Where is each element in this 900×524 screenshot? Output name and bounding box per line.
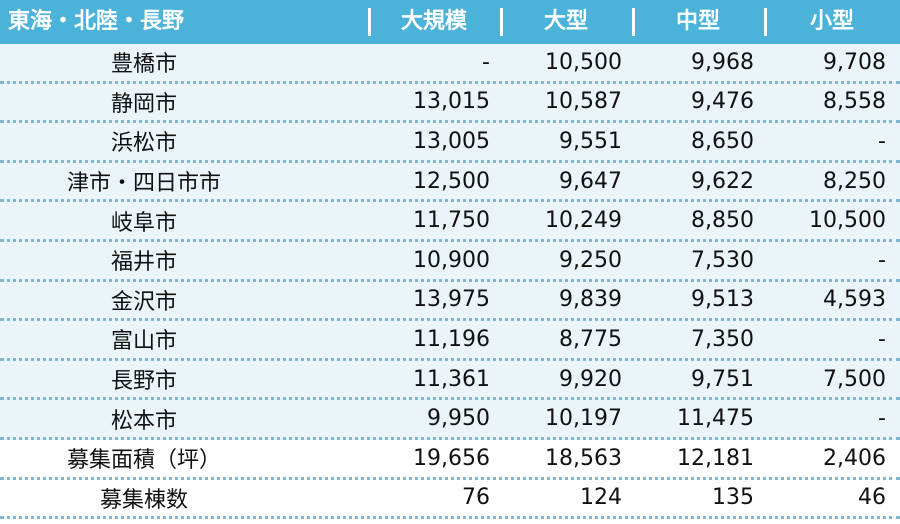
- row-label: 豊橋市: [110, 52, 177, 78]
- cell-small: 2,406: [823, 445, 886, 471]
- cell-large: 9,839: [559, 287, 622, 313]
- cell-medium: 9,513: [691, 287, 754, 313]
- cell-large-scale: 13,005: [413, 128, 490, 154]
- cell-medium: 7,350: [691, 326, 754, 352]
- table-row: 豊橋市 - 10,500 9,968 9,708: [0, 44, 900, 84]
- row-label: 金沢市: [110, 289, 177, 315]
- row-label: 福井市: [110, 250, 177, 276]
- cell-large: 18,563: [545, 445, 622, 471]
- cell-large-scale: 10,900: [413, 247, 490, 273]
- header-col-small: 小型: [764, 0, 900, 44]
- row-label: 岐阜市: [110, 210, 177, 236]
- cell-small: 4,593: [823, 287, 886, 313]
- row-label: 長野市: [110, 369, 177, 395]
- cell-large-scale: 11,196: [413, 326, 490, 352]
- cell-small: 10,500: [809, 208, 886, 234]
- row-label: 静岡市: [110, 91, 177, 117]
- header-col-large: 大型: [500, 0, 632, 44]
- cell-small: -: [878, 326, 886, 352]
- table-row: 金沢市 13,975 9,839 9,513 4,593: [0, 281, 900, 322]
- cell-large: 9,647: [559, 168, 622, 194]
- table-row: 福井市 10,900 9,250 7,530 -: [0, 241, 900, 282]
- cell-large: 10,500: [545, 49, 622, 75]
- cell-large-scale: 11,361: [413, 366, 490, 392]
- cell-large: 10,197: [545, 406, 622, 432]
- table-row: 静岡市 13,015 10,587 9,476 8,558: [0, 83, 900, 124]
- table-row: 松本市 9,950 10,197 11,475 -: [0, 400, 900, 440]
- table-row: 浜松市 13,005 9,551 8,650 -: [0, 123, 900, 163]
- cell-large: 9,551: [559, 128, 622, 154]
- cell-large-scale: 76: [462, 485, 490, 511]
- cell-large: 9,920: [559, 366, 622, 392]
- cell-small: 7,500: [823, 366, 886, 392]
- cell-large-scale: 12,500: [413, 168, 490, 194]
- header-col-medium: 中型: [632, 0, 764, 44]
- table-header: 東海・北陸・長野 大規模 大型 中型 小型: [0, 0, 900, 44]
- cell-small: 9,708: [823, 49, 886, 75]
- table-row: 津市・四日市市 12,500 9,647 9,622 8,250: [0, 162, 900, 203]
- row-label: 松本市: [110, 408, 177, 434]
- cell-large-scale: 9,950: [427, 406, 490, 432]
- cell-medium: 8,650: [691, 128, 754, 154]
- cell-large-scale: 19,656: [413, 445, 490, 471]
- cell-medium: 11,475: [677, 406, 754, 432]
- cell-large: 124: [580, 485, 622, 511]
- cell-medium: 9,968: [691, 49, 754, 75]
- cell-large-scale: 13,975: [413, 287, 490, 313]
- cell-small: 8,558: [823, 89, 886, 115]
- cell-large: 10,587: [545, 89, 622, 115]
- table-body: 豊橋市 - 10,500 9,968 9,708 静岡市 13,015 10,5…: [0, 44, 900, 520]
- cell-small: -: [878, 128, 886, 154]
- table-row-building-count: 募集棟数 76 124 135 46: [0, 479, 900, 520]
- row-label: 募集棟数: [99, 487, 188, 513]
- cell-medium: 9,622: [691, 168, 754, 194]
- table-row: 岐阜市 11,750 10,249 8,850 10,500: [0, 202, 900, 242]
- row-label: 募集面積（坪）: [66, 448, 221, 474]
- row-label: 津市・四日市市: [66, 171, 221, 197]
- table-row: 富山市 11,196 8,775 7,350 -: [0, 321, 900, 361]
- cell-medium: 9,751: [691, 366, 754, 392]
- cell-small: -: [878, 247, 886, 273]
- cell-small: -: [878, 406, 886, 432]
- table-row-total-area: 募集面積（坪） 19,656 18,563 12,181 2,406: [0, 439, 900, 480]
- cell-small: 8,250: [823, 168, 886, 194]
- row-label: 浜松市: [110, 131, 177, 157]
- cell-small: 46: [858, 485, 886, 511]
- header-col-large-scale: 大規模: [368, 0, 500, 44]
- cell-medium: 12,181: [677, 445, 754, 471]
- cell-large: 10,249: [545, 208, 622, 234]
- cell-medium: 8,850: [691, 208, 754, 234]
- cell-large: 8,775: [559, 326, 622, 352]
- cell-large-scale: 11,750: [413, 208, 490, 234]
- row-label: 富山市: [110, 329, 177, 355]
- cell-medium: 135: [712, 485, 754, 511]
- header-region: 東海・北陸・長野: [8, 9, 185, 34]
- table-row: 長野市 11,361 9,920 9,751 7,500: [0, 360, 900, 401]
- cell-large: 9,250: [559, 247, 622, 273]
- cell-medium: 7,530: [691, 247, 754, 273]
- cell-medium: 9,476: [691, 89, 754, 115]
- cell-large-scale: -: [482, 49, 490, 75]
- cell-large-scale: 13,015: [413, 89, 490, 115]
